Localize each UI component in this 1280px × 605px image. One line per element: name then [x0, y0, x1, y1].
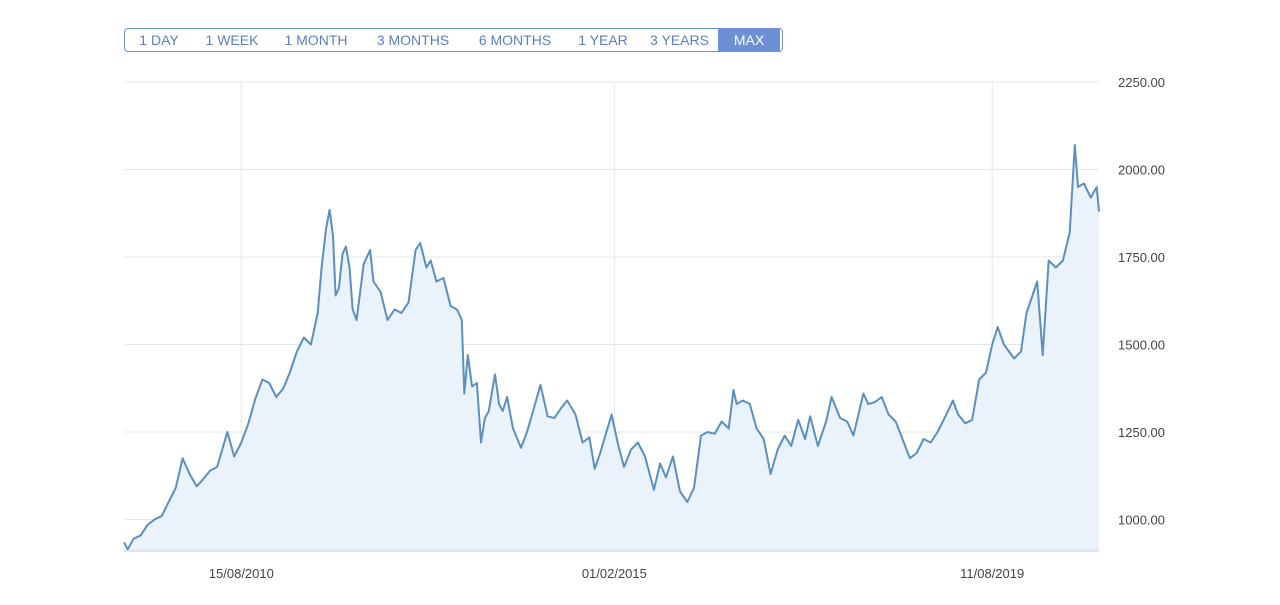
- range-button-1-month[interactable]: 1 MONTH: [284, 32, 348, 48]
- y-axis-ticks: 1000.00 1250.00 1500.00 1750.00 2000.00 2250.…: [1118, 75, 1165, 528]
- x-axis-ticks: 15/08/2010 01/02/2015 11/08/2019: [209, 566, 1024, 581]
- y-tick-label: 1750.00: [1118, 250, 1165, 265]
- y-tick-label: 1500.00: [1118, 338, 1165, 353]
- y-tick-label: 1250.00: [1118, 425, 1165, 440]
- range-button-max[interactable]: MAX: [718, 29, 780, 51]
- series-area: [124, 145, 1099, 551]
- time-range-selector: 1 DAY 1 WEEK 1 MONTH 3 MONTHS 6 MONTHS 1 YEAR…: [124, 28, 783, 52]
- y-tick-label: 1000.00: [1118, 513, 1165, 528]
- range-button-1-year[interactable]: 1 YEAR: [578, 32, 628, 48]
- range-button-6-months[interactable]: 6 MONTHS: [478, 32, 552, 48]
- range-button-3-months[interactable]: 3 MONTHS: [376, 32, 450, 48]
- y-tick-label: 2000.00: [1118, 163, 1165, 178]
- series-line: [123, 144, 1100, 551]
- range-button-1-day[interactable]: 1 DAY: [139, 32, 179, 48]
- range-button-1-week[interactable]: 1 WEEK: [205, 32, 259, 48]
- x-tick-label: 15/08/2010: [209, 566, 274, 581]
- x-tick-label: 01/02/2015: [582, 566, 647, 581]
- range-button-3-years[interactable]: 3 YEARS: [650, 32, 709, 48]
- y-tick-label: 2250.00: [1118, 75, 1165, 90]
- x-tick-label: 11/08/2019: [960, 566, 1024, 581]
